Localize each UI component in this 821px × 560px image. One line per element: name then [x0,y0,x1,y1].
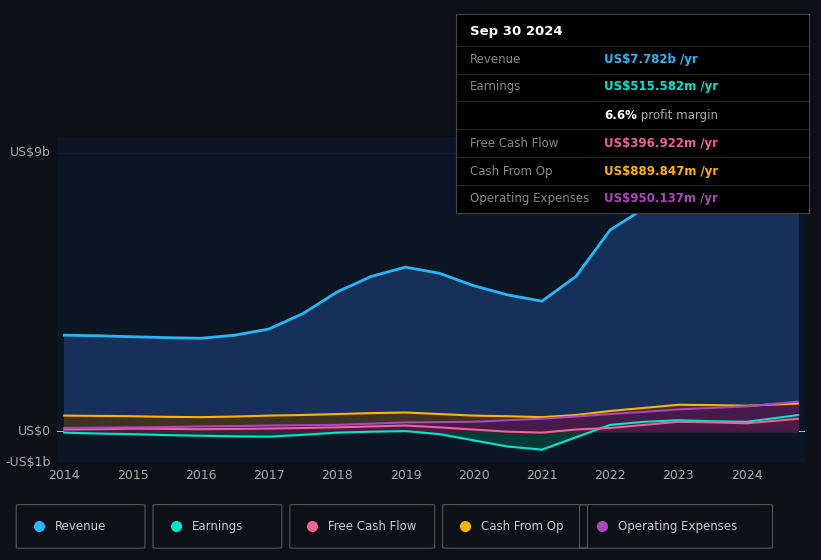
Text: Cash From Op: Cash From Op [470,165,553,178]
Text: US$9b: US$9b [10,146,51,159]
Text: 6.6%: 6.6% [604,109,637,122]
Text: US$515.582m /yr: US$515.582m /yr [604,80,718,93]
Text: US$889.847m /yr: US$889.847m /yr [604,165,718,178]
Text: Operating Expenses: Operating Expenses [618,520,737,533]
Text: profit margin: profit margin [637,109,718,122]
Text: -US$1b: -US$1b [5,455,51,469]
Text: Revenue: Revenue [470,53,521,66]
Text: Cash From Op: Cash From Op [481,520,564,533]
Text: Sep 30 2024: Sep 30 2024 [470,25,562,39]
Text: US$396.922m /yr: US$396.922m /yr [604,137,718,150]
Text: US$7.782b /yr: US$7.782b /yr [604,53,698,66]
Text: Earnings: Earnings [470,80,521,93]
Text: US$950.137m /yr: US$950.137m /yr [604,193,718,206]
Text: Revenue: Revenue [55,520,106,533]
Text: Free Cash Flow: Free Cash Flow [470,137,558,150]
Text: Operating Expenses: Operating Expenses [470,193,589,206]
Text: Earnings: Earnings [191,520,243,533]
Text: US$0: US$0 [17,424,51,437]
Text: Free Cash Flow: Free Cash Flow [328,520,417,533]
